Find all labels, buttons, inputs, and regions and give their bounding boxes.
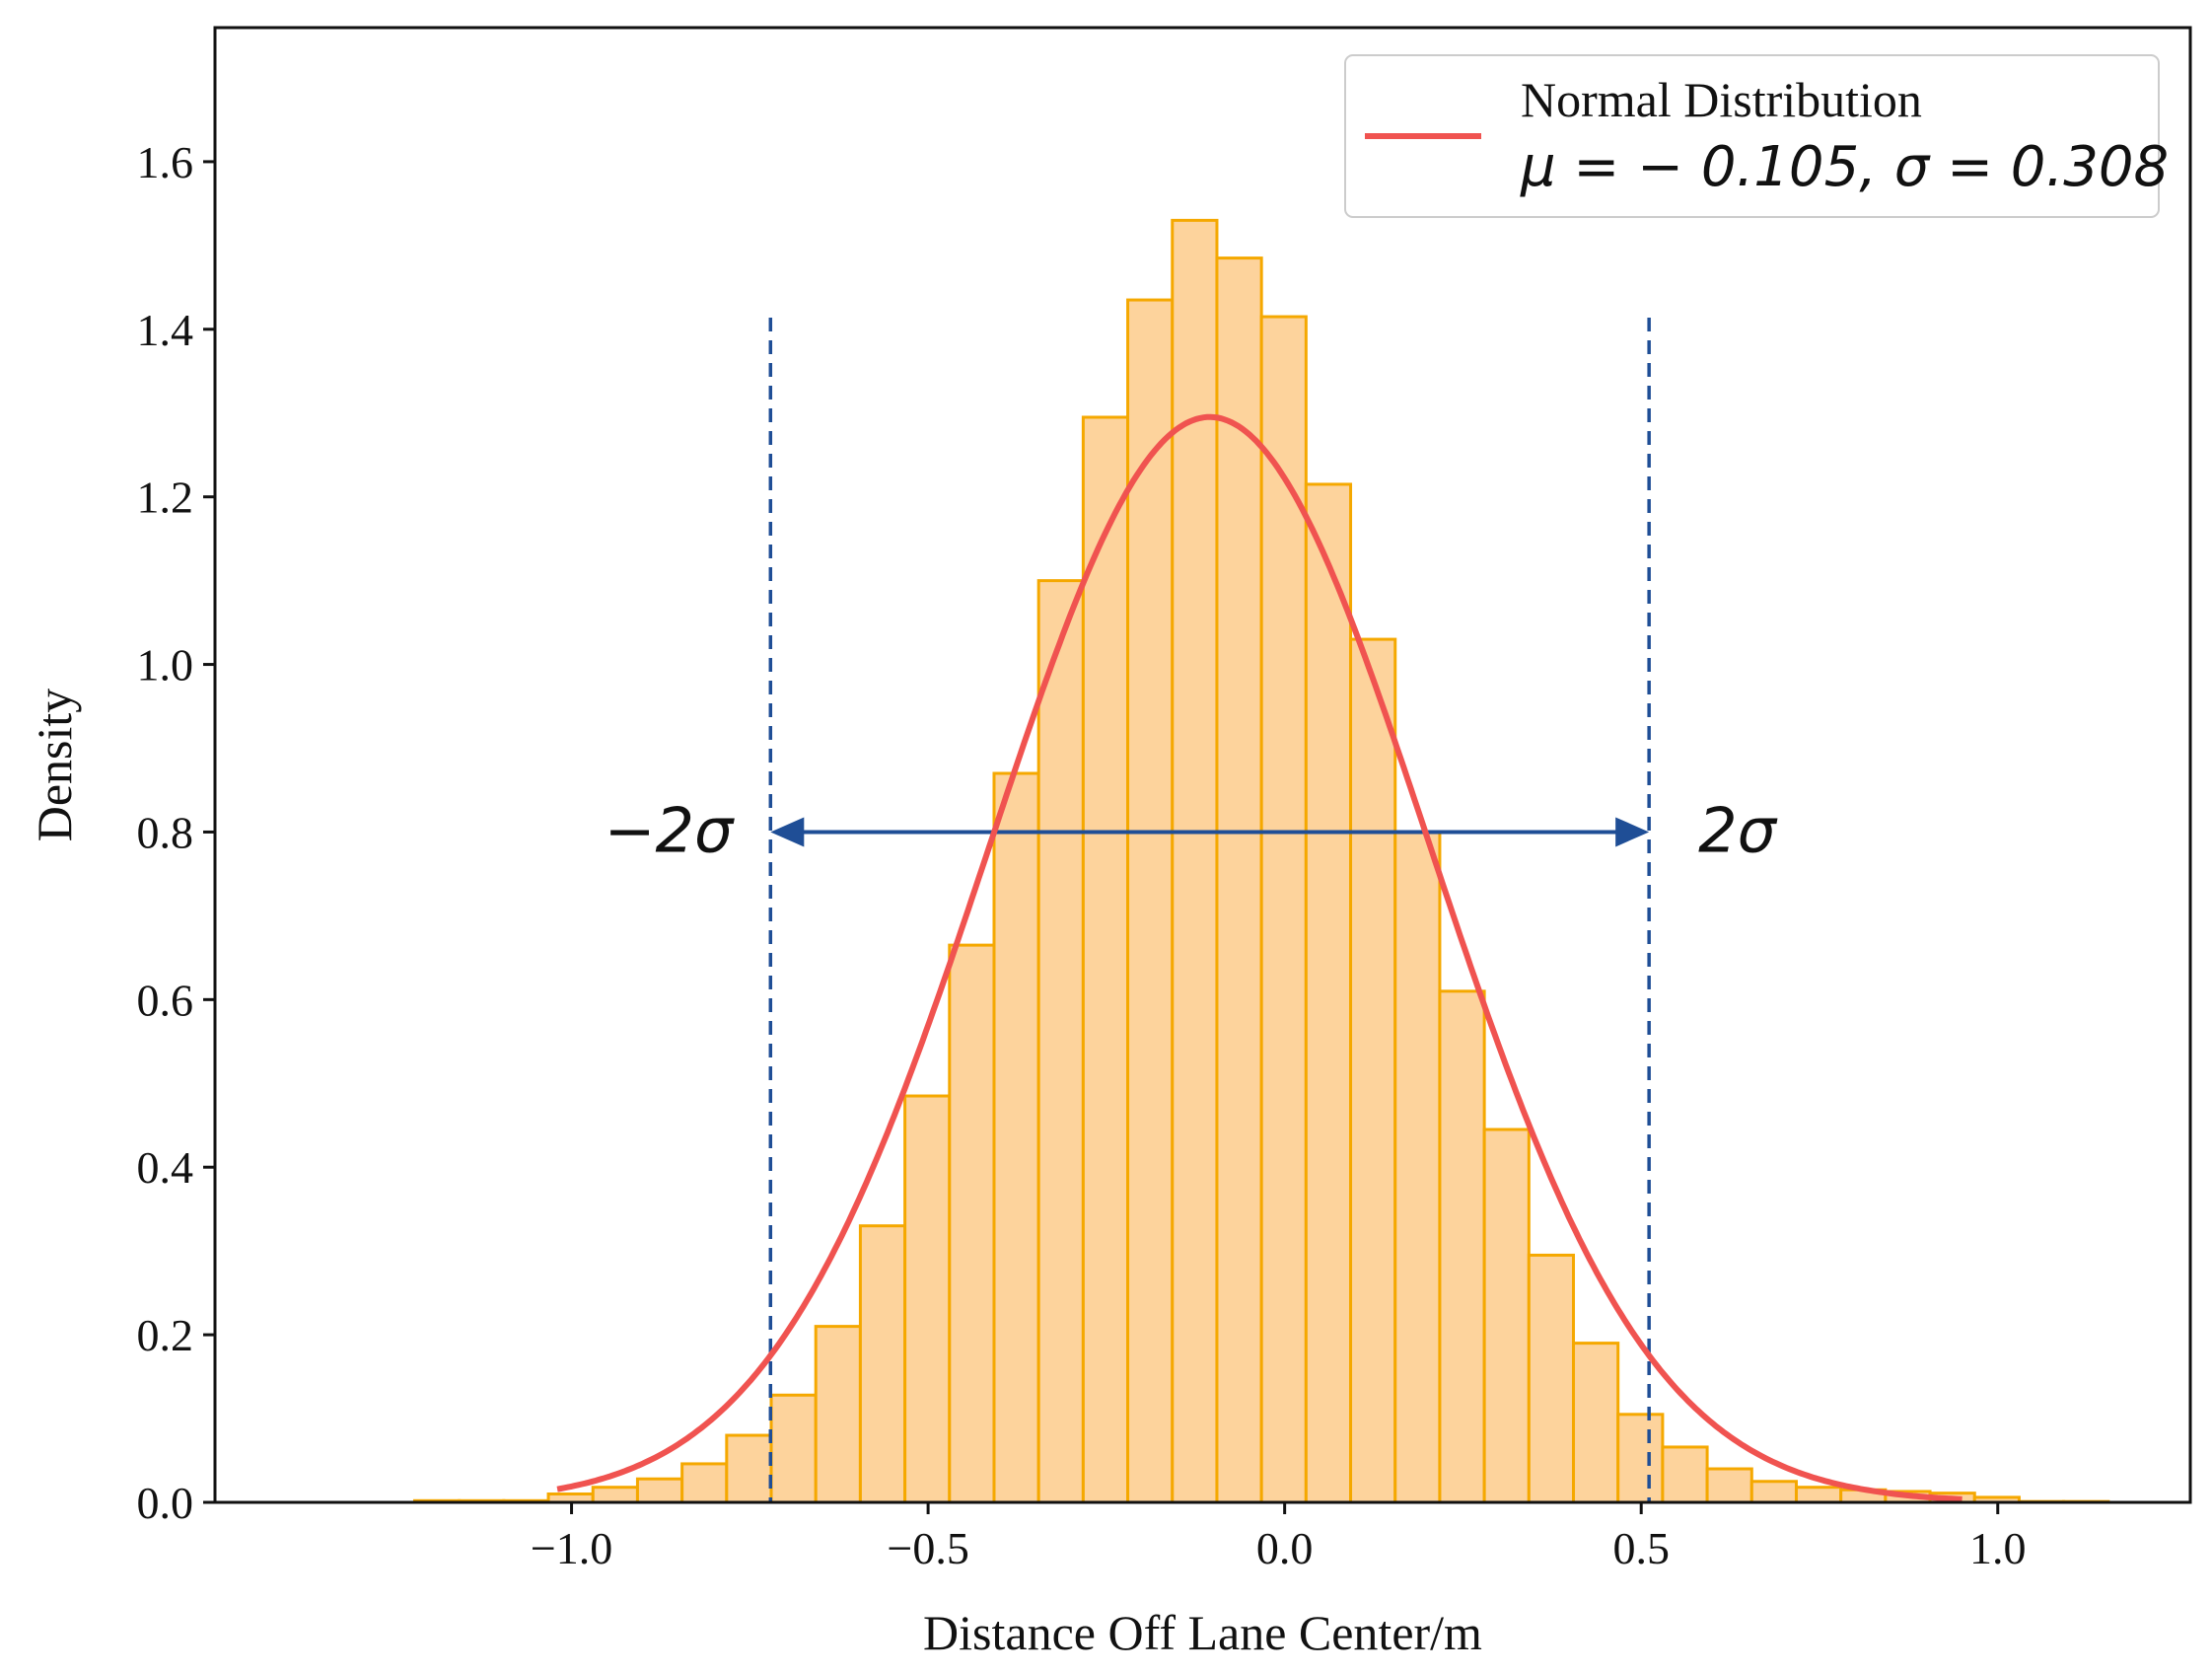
minus-two-sigma-label: −2σ <box>605 794 735 866</box>
x-tick-label: 0.5 <box>1612 1523 1670 1573</box>
x-tick-label: −1.0 <box>531 1523 612 1573</box>
y-tick-label: 1.4 <box>137 305 194 355</box>
histogram-bar <box>1527 1253 1576 1504</box>
legend-box <box>1344 54 2160 218</box>
histogram-bar <box>1572 1342 1620 1504</box>
plot-frame <box>213 26 2192 1504</box>
histogram-bar <box>1349 637 1397 1504</box>
y-tick-label: 0.0 <box>137 1478 194 1528</box>
histogram-bar <box>1794 1486 1843 1504</box>
y-tick-label: 0.6 <box>137 975 194 1025</box>
histogram-bar <box>814 1325 862 1504</box>
y-axis-label: Density <box>27 689 82 842</box>
histogram-bar <box>1259 315 1308 1504</box>
legend: Normal Distribution μ = − 0.105, σ = 0.3… <box>1344 54 2169 218</box>
arrow-head-left <box>770 817 805 847</box>
histogram-bar <box>1171 218 1219 1504</box>
x-tick-label: 0.0 <box>1256 1523 1314 1573</box>
histogram-bar <box>1705 1467 1753 1504</box>
histogram-bars <box>412 218 2110 1504</box>
histogram-bar <box>1438 989 1486 1504</box>
histogram-bar <box>1393 830 1442 1504</box>
histogram-bar <box>591 1486 639 1504</box>
y-axis-ticks: 0.0 0.2 0.4 0.6 0.8 1.0 1.2 1.4 1.6 <box>137 137 215 1528</box>
legend-title: Normal Distribution <box>1521 72 1922 127</box>
y-tick-label: 1.2 <box>137 473 194 523</box>
histogram-bar <box>903 1094 952 1504</box>
histogram-bar <box>1215 256 1263 1504</box>
histogram-bar <box>1749 1480 1798 1504</box>
histogram-bar <box>1482 1128 1531 1504</box>
legend-params: μ = − 0.105, σ = 0.308 <box>1520 135 2169 199</box>
x-tick-label: 1.0 <box>1969 1523 2027 1573</box>
histogram-bar <box>858 1224 907 1504</box>
y-tick-label: 0.2 <box>137 1310 194 1360</box>
histogram-bar <box>680 1462 729 1504</box>
histogram-bar <box>1661 1445 1709 1504</box>
histogram-bar <box>635 1477 684 1504</box>
sigma-annotations <box>768 318 1651 1502</box>
y-tick-label: 0.4 <box>137 1142 194 1193</box>
x-tick-label: −0.5 <box>887 1523 968 1573</box>
arrow-head-right <box>1615 817 1650 847</box>
histogram-bar <box>1304 482 1353 1504</box>
plus-two-sigma-label: 2σ <box>1698 794 1777 866</box>
histogram-bar <box>769 1393 818 1504</box>
histogram-bar <box>725 1433 773 1504</box>
y-tick-label: 0.8 <box>137 807 194 857</box>
histogram-bar <box>1036 579 1085 1504</box>
x-axis-label: Distance Off Lane Center/m <box>923 1605 1482 1660</box>
x-axis-ticks: −1.0 −0.5 0.0 0.5 1.0 <box>531 1502 2027 1573</box>
histogram-bar <box>992 771 1040 1504</box>
histogram-bar <box>948 943 996 1504</box>
histogram-bar <box>1081 415 1130 1504</box>
normal-distribution-curve <box>556 413 1962 1502</box>
y-tick-label: 1.0 <box>137 640 194 691</box>
histogram-bar <box>1616 1413 1665 1504</box>
y-tick-label: 1.6 <box>137 137 194 187</box>
